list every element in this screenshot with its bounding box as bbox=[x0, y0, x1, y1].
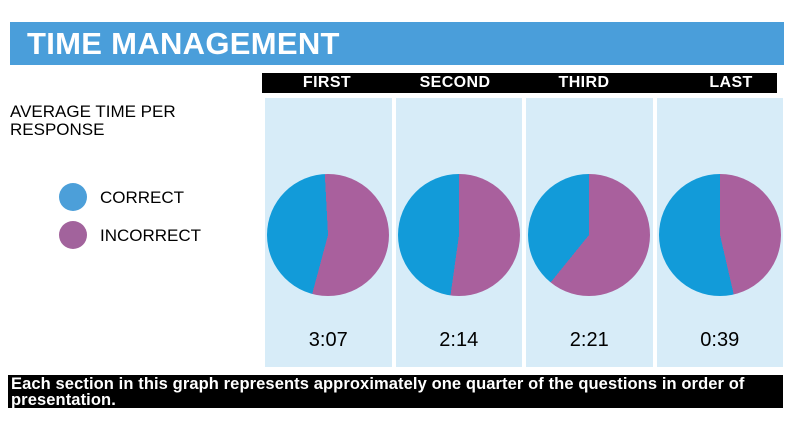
column-header-bar: FIRST SECOND THIRD LAST bbox=[262, 73, 777, 93]
legend-label-correct: CORRECT bbox=[100, 188, 185, 207]
chart-subtitle: AVERAGE TIME PER RESPONSE bbox=[10, 102, 176, 139]
pie-column-first: 3:07 bbox=[265, 98, 392, 367]
pie-column-second: 2:14 bbox=[395, 98, 522, 367]
column-label-third: THIRD bbox=[558, 74, 610, 91]
pie-chart-second bbox=[397, 174, 520, 296]
column-label-last: LAST bbox=[709, 74, 753, 91]
pie-chart-third bbox=[528, 174, 651, 296]
legend-swatch-correct bbox=[59, 183, 87, 211]
legend-label-incorrect: INCORRECT bbox=[100, 226, 202, 245]
pie-column-last: 0:39 bbox=[656, 98, 783, 367]
page-title: TIME MANAGEMENT bbox=[27, 26, 340, 61]
pie-chart-first bbox=[267, 174, 390, 296]
column-label-first: FIRST bbox=[302, 74, 352, 91]
avg-time-first: 3:07 bbox=[308, 329, 348, 351]
avg-time-last: 0:39 bbox=[700, 329, 740, 351]
avg-time-third: 2:21 bbox=[569, 329, 609, 351]
pie-chart-last bbox=[658, 174, 781, 296]
pie-columns: 3:07 2:14 2:21 0:39 bbox=[265, 98, 783, 367]
title-bar: TIME MANAGEMENT bbox=[10, 22, 784, 65]
footer-note: Each section in this graph represents ap… bbox=[11, 375, 745, 409]
avg-time-second: 2:14 bbox=[439, 329, 479, 351]
footer-note-bar: Each section in this graph represents ap… bbox=[8, 375, 783, 408]
legend-swatch-incorrect bbox=[59, 221, 87, 249]
pie-column-third: 2:21 bbox=[526, 98, 653, 367]
column-label-second: SECOND bbox=[419, 74, 491, 91]
